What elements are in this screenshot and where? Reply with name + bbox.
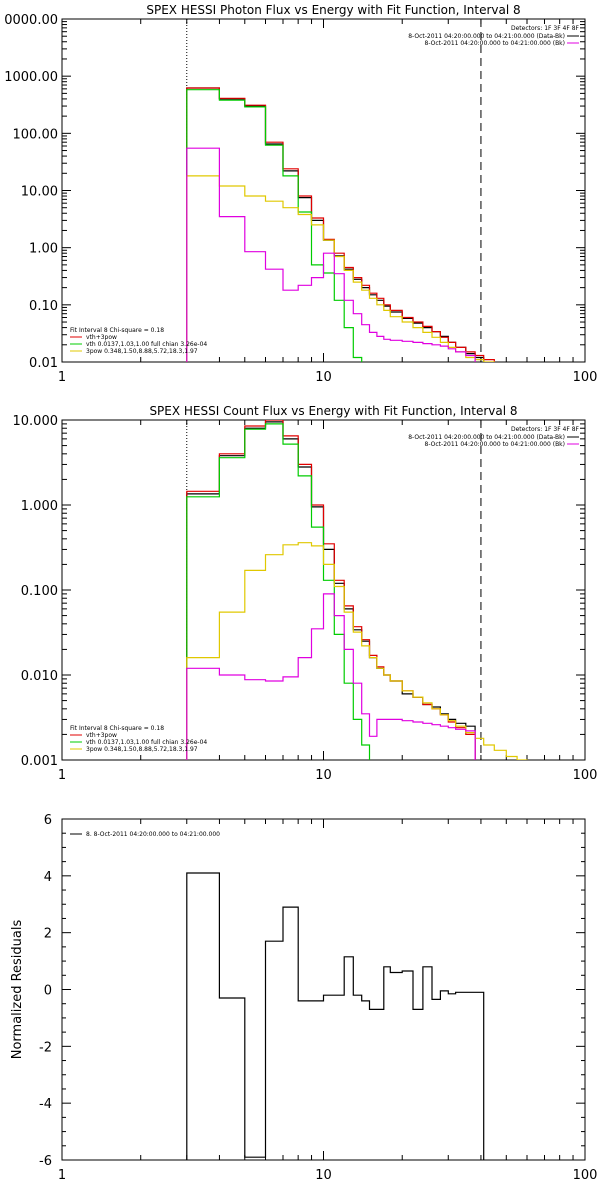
- series-line-2: [186, 420, 476, 760]
- fit-legend-entry: 3pow 0.348,1.50,8.88,5.72,18.3,1.97: [86, 348, 198, 355]
- legend: Detectors: 1F 3F 4F 8F8-Oct-2011 04:20:0…: [70, 25, 580, 355]
- series-line-4: [186, 542, 528, 760]
- legend-entry: 8-Oct-2011 04:20:00.000 to 04:21:00.000 …: [425, 441, 566, 448]
- plot-frame: [61, 18, 586, 363]
- chart-title: SPEX HESSI Photon Flux vs Energy with Fi…: [146, 3, 520, 17]
- y-tick-label: 0000.00: [4, 13, 58, 28]
- y-tick-label: -6: [39, 1154, 52, 1169]
- x-tick-label: 100: [573, 370, 598, 385]
- legend-entry: 8. 8-Oct-2011 04:20:00.000 to 04:21:00.0…: [86, 831, 220, 838]
- y-tick-label: -2: [39, 1040, 52, 1055]
- series-line-1: [186, 421, 476, 760]
- fit-legend-header: Fit Interval 8 Chi-square = 0.18: [70, 327, 164, 334]
- legend: Detectors: 1F 3F 4F 8F8-Oct-2011 04:20:0…: [70, 426, 580, 753]
- x-tick-label: 10: [315, 1168, 332, 1183]
- y-tick-label: 0.01: [29, 356, 58, 371]
- fit-legend-entry: vth+3pow: [86, 334, 117, 341]
- series-line-1: [186, 87, 485, 362]
- y-axis: 0.01 0.10 1.00 10.00 100.00 1000.00 0000.00: [4, 13, 585, 371]
- y-tick-label: 0.001: [21, 754, 58, 769]
- y-tick-label: 0.100: [21, 584, 58, 599]
- chart-panel-3: 1 10 100 -6 -4 -2 0 2 4 6 Normalized Residuals 8. 8…: [10, 813, 597, 1183]
- x-tick-label: 1: [58, 1168, 66, 1183]
- series-line-3: [186, 89, 363, 362]
- chart-panel-2: SPEX HESSI Count Flux vs Energy with Fit…: [13, 404, 598, 783]
- y-tick-label: 2: [44, 927, 52, 942]
- y-axis: -6 -4 -2 0 2 4 6 Normalized Residuals: [10, 813, 585, 1169]
- x-tick-label: 1: [58, 370, 66, 385]
- x-tick-label: 100: [573, 1168, 598, 1183]
- x-axis: 1 10 100: [58, 420, 598, 783]
- y-axis: 0.001 0.010 0.100 1.000 10.000: [13, 414, 585, 769]
- series-line-4: [186, 175, 495, 362]
- chart-panel-1: SPEX HESSI Photon Flux vs Energy with Fi…: [4, 3, 597, 385]
- fit-legend-entry: vth+3pow: [86, 732, 117, 739]
- series-line-2: [186, 87, 495, 362]
- y-tick-label: 4: [44, 870, 52, 885]
- y-tick-label: 10.000: [13, 414, 59, 429]
- x-axis: 1 10 100: [58, 819, 598, 1183]
- y-tick-label: 0.010: [21, 669, 58, 684]
- y-tick-label: 100.00: [13, 127, 59, 142]
- fit-legend-entry: 3pow 0.348,1.50,8.88,5.72,18.3,1.97: [86, 746, 198, 753]
- series-line-5: [186, 593, 476, 760]
- chart-title: SPEX HESSI Count Flux vs Energy with Fit…: [149, 404, 517, 418]
- plot-frame: [61, 818, 586, 1161]
- x-tick-label: 10: [315, 370, 332, 385]
- legend-entry: 8-Oct-2011 04:20:00.000 to 04:21:00.000 …: [408, 33, 565, 40]
- x-tick-label: 100: [573, 768, 598, 783]
- legend: 8. 8-Oct-2011 04:20:00.000 to 04:21:00.0…: [70, 831, 220, 838]
- plot-frame: [61, 419, 586, 761]
- fit-legend-entry: vth 0.0137,1.03,1.00 full chian 3.26e-04: [86, 341, 207, 348]
- legend-header: Detectors: 1F 3F 4F 8F: [511, 25, 580, 32]
- series-line-5: [186, 147, 476, 362]
- y-tick-label: 6: [44, 813, 52, 828]
- y-axis-label: Normalized Residuals: [10, 920, 25, 1060]
- y-tick-label: 1000.00: [4, 70, 58, 85]
- series-line-1: [186, 872, 485, 1160]
- y-tick-label: 0.10: [29, 299, 58, 314]
- y-tick-label: -4: [39, 1097, 52, 1112]
- x-tick-label: 10: [315, 768, 332, 783]
- legend-entry: 8-Oct-2011 04:20:00.000 to 04:21:00.000 …: [425, 40, 566, 47]
- y-tick-label: 1.00: [29, 242, 58, 257]
- series-line-3: [186, 423, 371, 760]
- y-tick-label: 0: [44, 984, 52, 999]
- fit-legend-header: Fit Interval 8 Chi-square = 0.18: [70, 725, 164, 732]
- legend-header: Detectors: 1F 3F 4F 8F: [511, 426, 580, 433]
- x-tick-label: 1: [58, 768, 66, 783]
- legend-entry: 8-Oct-2011 04:20:00.000 to 04:21:00.000 …: [408, 434, 565, 441]
- y-tick-label: 1.000: [21, 499, 58, 514]
- y-tick-label: 10.00: [21, 185, 58, 200]
- fit-legend-entry: vth 0.0137,1.03,1.00 full chian 3.26e-04: [86, 739, 207, 746]
